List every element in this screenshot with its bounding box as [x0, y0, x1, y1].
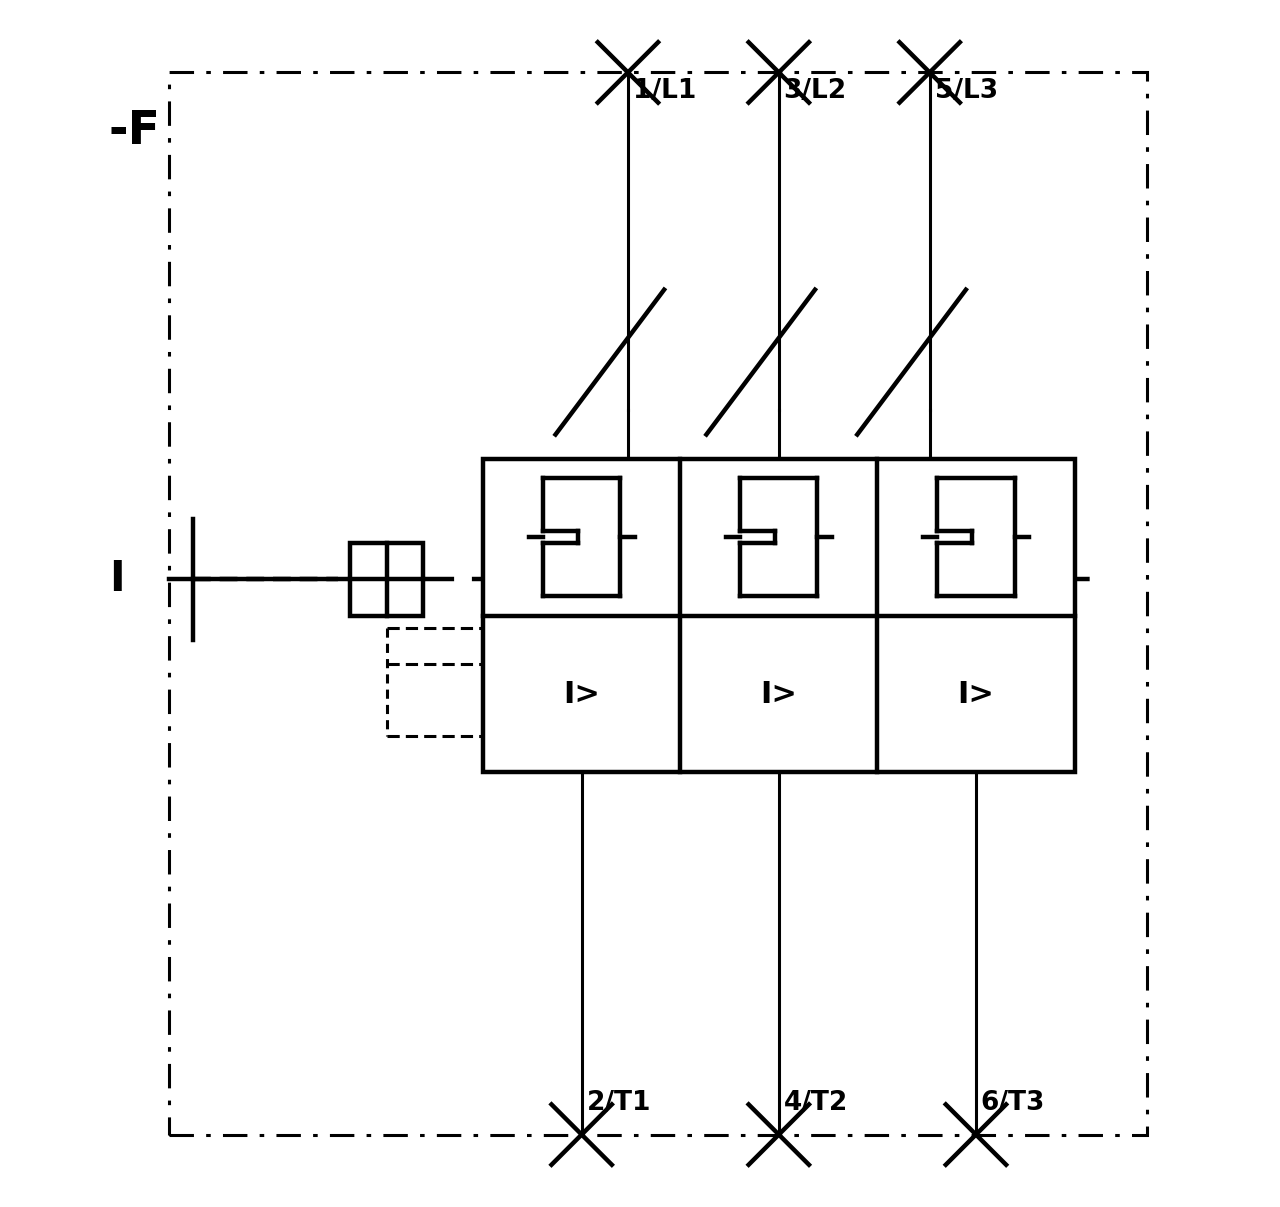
- Text: -F: -F: [109, 109, 161, 153]
- Bar: [169, 72, 1147, 1135]
- Text: I: I: [109, 559, 124, 600]
- Bar: [483, 459, 1074, 772]
- Text: 1/L1: 1/L1: [632, 78, 696, 105]
- Text: 5/L3: 5/L3: [934, 78, 997, 105]
- Text: 3/L2: 3/L2: [783, 78, 847, 105]
- Text: I>: I>: [957, 680, 995, 709]
- Text: 2/T1: 2/T1: [586, 1090, 652, 1116]
- Bar: [351, 543, 422, 616]
- Text: 4/T2: 4/T2: [783, 1090, 847, 1116]
- Text: 6/T3: 6/T3: [980, 1090, 1046, 1116]
- Text: I>: I>: [563, 680, 600, 709]
- Text: I>: I>: [760, 680, 797, 709]
